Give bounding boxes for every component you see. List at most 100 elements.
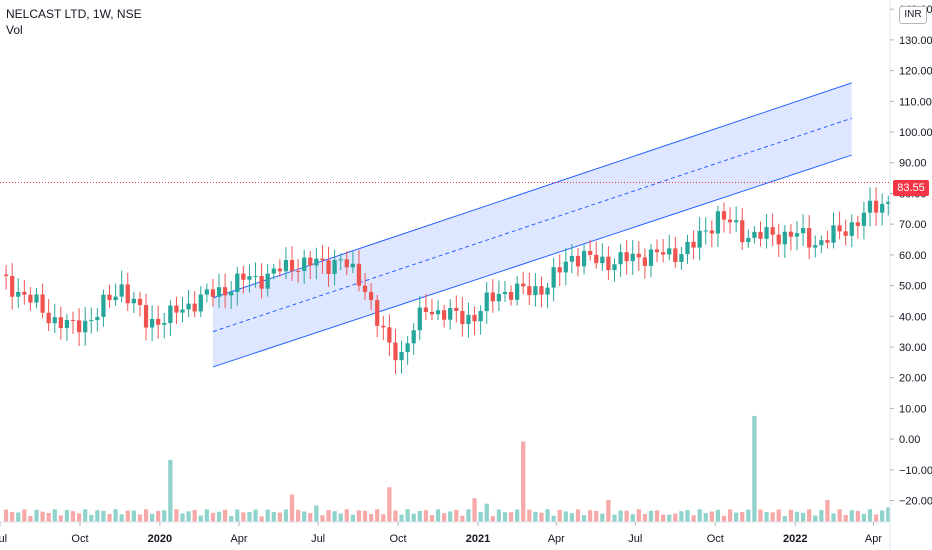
volume-bar: [667, 514, 672, 522]
candle-body: [782, 231, 787, 245]
volume-bar: [174, 509, 179, 522]
time-tick-label: Jul: [311, 533, 325, 545]
volume-bar: [411, 513, 416, 522]
candle-body: [83, 320, 88, 333]
volume-bar: [721, 515, 727, 522]
candle-body: [527, 286, 532, 296]
time-tick-label: Oct: [71, 533, 88, 545]
candle-body: [253, 276, 258, 278]
volume-bar: [581, 515, 587, 522]
candle-body: [740, 220, 745, 243]
candle-body: [648, 249, 654, 266]
time-tick-label: Oct: [390, 533, 407, 545]
volume-bar: [758, 509, 763, 522]
candle-body: [478, 311, 483, 322]
candle-body: [229, 291, 234, 296]
channel-lower-line: [212, 154, 852, 368]
candle-body: [521, 283, 526, 287]
volume-bar: [253, 509, 258, 522]
volume-bar: [435, 509, 441, 522]
volume-bar: [679, 511, 684, 522]
volume-bar: [764, 512, 769, 522]
regression-channel[interactable]: [212, 82, 852, 368]
volume-bar: [156, 510, 161, 522]
candle-body: [52, 317, 57, 324]
time-axis[interactable]: Jul Oct 2020 Apr Jul Oct 2021 Apr Jul Oct 2022 Apr: [0, 521, 890, 545]
channel-upper-line: [212, 82, 852, 299]
price-axis[interactable]: 140.00130.00120.00110.00100.0090.0080.00…: [889, 0, 932, 550]
volume-bar: [143, 509, 149, 522]
candle-body: [387, 327, 392, 343]
volume-bar: [673, 513, 678, 522]
candle-body: [222, 287, 228, 296]
candle-body: [350, 263, 356, 268]
volume-bar: [557, 509, 562, 522]
volume-bar: [405, 509, 410, 522]
candle-body: [466, 314, 471, 325]
candle-body: [551, 267, 556, 288]
volume-bar: [794, 511, 800, 522]
candle-body: [113, 296, 118, 301]
volume-bar: [271, 511, 276, 522]
volume-bar: [265, 509, 270, 522]
price-tick-label: 120.00: [899, 66, 932, 78]
volume-bar: [873, 514, 879, 522]
volume-bar: [831, 513, 836, 522]
candle-body: [715, 211, 721, 234]
candle-body: [381, 325, 386, 328]
volume-bar: [472, 498, 477, 522]
volume-bar: [448, 511, 453, 522]
volume-bar: [107, 513, 112, 522]
candle-body: [758, 231, 763, 239]
volume-bar: [241, 512, 246, 522]
candle-body: [283, 259, 289, 272]
volume-bar: [247, 512, 252, 522]
candle-body: [594, 254, 599, 264]
volume-bar: [849, 510, 854, 522]
candle-body: [174, 305, 179, 313]
candle-body: [697, 230, 702, 248]
volume-bar: [709, 511, 714, 522]
volume-legend[interactable]: Vol: [6, 23, 23, 37]
volume-bar: [502, 512, 508, 522]
price-tick-label: 10.00: [899, 403, 927, 415]
candle-body: [338, 259, 343, 261]
candle-body: [588, 250, 593, 255]
volume-bar: [490, 516, 495, 522]
price-tick-label: 40.00: [899, 311, 927, 323]
volume-bar: [600, 513, 605, 522]
candle-body: [807, 228, 812, 248]
volume-bar: [715, 509, 721, 522]
volume-bar: [338, 513, 343, 522]
volume-bar: [740, 511, 745, 522]
volume-bar: [545, 509, 550, 522]
candle-body: [22, 291, 27, 295]
volume-bar: [618, 510, 623, 522]
candle-body: [490, 292, 495, 302]
symbol-title[interactable]: NELCAST LTD, 1W, NSE: [6, 7, 142, 21]
candle-body: [393, 342, 398, 361]
candle-body: [125, 284, 130, 304]
candle-body: [46, 312, 51, 324]
volume-bar: [819, 509, 824, 522]
candle-body: [89, 320, 94, 322]
volume-bar: [843, 515, 848, 522]
volume-bar: [95, 510, 100, 522]
price-tick-label: 130.00: [899, 35, 932, 47]
volume-bar: [131, 510, 136, 522]
currency-badge[interactable]: INR: [899, 6, 927, 24]
candle-body: [855, 222, 860, 226]
volume-bar: [58, 515, 63, 522]
volume-bar: [229, 516, 234, 522]
volume-bar: [375, 509, 380, 522]
volume-bar: [83, 509, 88, 522]
candle-body: [886, 201, 891, 204]
candle-body: [16, 291, 21, 297]
volume-bar: [563, 511, 568, 522]
candle-body: [192, 303, 197, 312]
volume-bar: [137, 514, 143, 522]
volume-bar: [162, 510, 167, 522]
candle-body: [563, 261, 568, 273]
volume-bar: [10, 512, 15, 522]
